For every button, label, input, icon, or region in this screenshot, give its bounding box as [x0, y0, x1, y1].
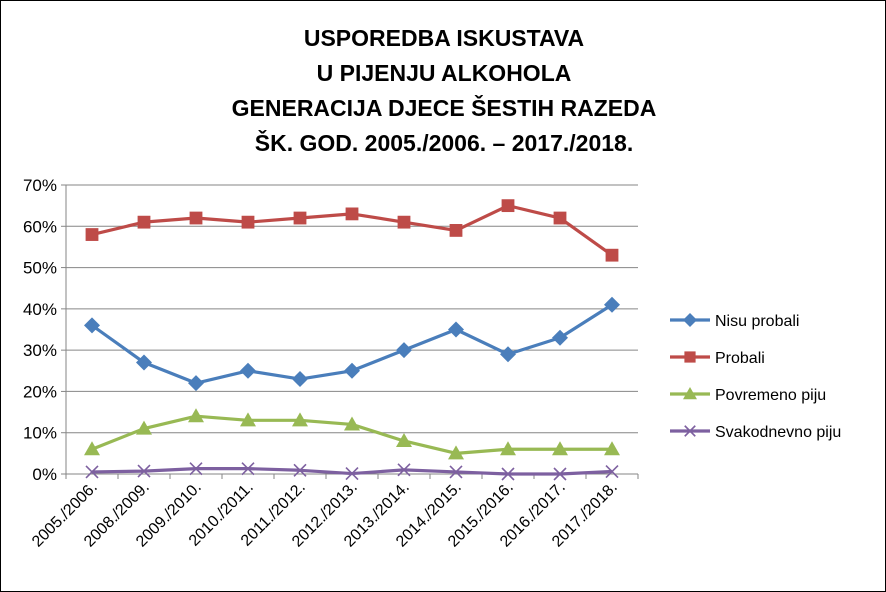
data-point-x [397, 463, 411, 477]
data-point-diamond [84, 317, 100, 334]
data-point-square [684, 351, 696, 363]
data-point-diamond [552, 329, 568, 346]
data-point-x [189, 462, 203, 476]
data-point-x [85, 465, 99, 479]
data-point-square [137, 215, 151, 229]
data-point-x [293, 463, 307, 477]
data-point-triangle [500, 441, 516, 456]
data-point-x [345, 467, 359, 481]
y-axis: 0% 10% 20% 30% 40% 50% 60% 70% [23, 176, 67, 484]
legend-label: Nisu probali [715, 313, 799, 330]
data-point-triangle [188, 408, 204, 423]
gridlines [66, 184, 638, 475]
legend-entry: Povremeno piju [670, 387, 826, 404]
data-point-diamond [188, 375, 204, 392]
y-tick-label: 30% [23, 341, 57, 360]
y-tick-label: 40% [23, 300, 57, 319]
legend: Nisu probali Probali Povremeno piju Svakodn… [670, 313, 841, 441]
data-point-triangle [552, 441, 568, 456]
y-tick-label: 0% [32, 465, 57, 484]
data-point-triangle [344, 416, 360, 431]
data-point-square [605, 248, 619, 262]
data-point-triangle [136, 420, 152, 435]
y-tick-label: 70% [23, 176, 57, 195]
chart-title-line-1: USPOREDBA ISKUSTAVA [303, 25, 585, 51]
y-tick-label: 10% [23, 424, 57, 443]
y-tick-label: 50% [23, 259, 57, 278]
data-point-square [397, 215, 411, 229]
chart-title-line-3: GENERACIJA DJECE ŠESTIH RAZEDA [231, 95, 657, 121]
legend-label: Svakodnevno piju [715, 424, 841, 441]
data-point-x [449, 465, 463, 479]
chart-title-line-4: ŠK. GOD. 2005./2006. – 2017./2018. [254, 130, 634, 156]
chart-title: USPOREDBA ISKUSTAVA U PIJENJU ALKOHOLA G… [1, 21, 886, 161]
data-point-square [189, 211, 203, 225]
data-point-square [501, 199, 515, 213]
data-point-x [137, 464, 151, 478]
data-point-diamond [448, 321, 464, 338]
data-point-square [449, 224, 463, 237]
data-point-diamond [240, 362, 256, 379]
y-tick-label: 60% [23, 217, 57, 236]
series-probali [85, 199, 619, 262]
data-point-x [684, 425, 696, 437]
data-point-diamond [344, 362, 360, 379]
data-point-triangle [84, 441, 100, 456]
data-point-triangle [683, 387, 697, 400]
x-axis: 2005./2006.2008./2009.2009./2010.2010./2… [29, 473, 639, 551]
data-point-x [553, 467, 567, 481]
legend-entry: Nisu probali [670, 313, 799, 330]
data-point-diamond [604, 296, 620, 313]
data-point-triangle [396, 432, 412, 447]
data-point-diamond [396, 342, 412, 359]
data-point-triangle [448, 445, 464, 460]
data-point-triangle [604, 441, 620, 456]
data-point-triangle [292, 412, 308, 427]
data-point-square [293, 211, 307, 225]
legend-label: Povremeno piju [715, 387, 826, 404]
data-point-x [605, 464, 619, 479]
chart-title-line-2: U PIJENJU ALKOHOLA [316, 60, 572, 86]
series-povremeno-piju [84, 408, 620, 460]
series-svakodnevno-piju [85, 462, 619, 481]
data-point-diamond [292, 371, 308, 388]
data-point-triangle [240, 412, 256, 427]
data-point-diamond [500, 346, 516, 363]
legend-entry: Probali [670, 350, 765, 367]
data-point-square [345, 207, 359, 221]
data-point-diamond [136, 354, 152, 371]
data-point-square [553, 211, 567, 225]
series-nisu-probali [84, 296, 620, 392]
legend-label: Probali [715, 350, 765, 367]
data-point-square [241, 215, 255, 229]
series-group [84, 199, 620, 481]
data-point-diamond [683, 313, 697, 327]
data-point-square [85, 228, 99, 241]
data-point-x [241, 462, 255, 476]
legend-entry: Svakodnevno piju [670, 424, 841, 441]
y-tick-label: 20% [23, 382, 57, 401]
data-point-x [501, 467, 515, 481]
